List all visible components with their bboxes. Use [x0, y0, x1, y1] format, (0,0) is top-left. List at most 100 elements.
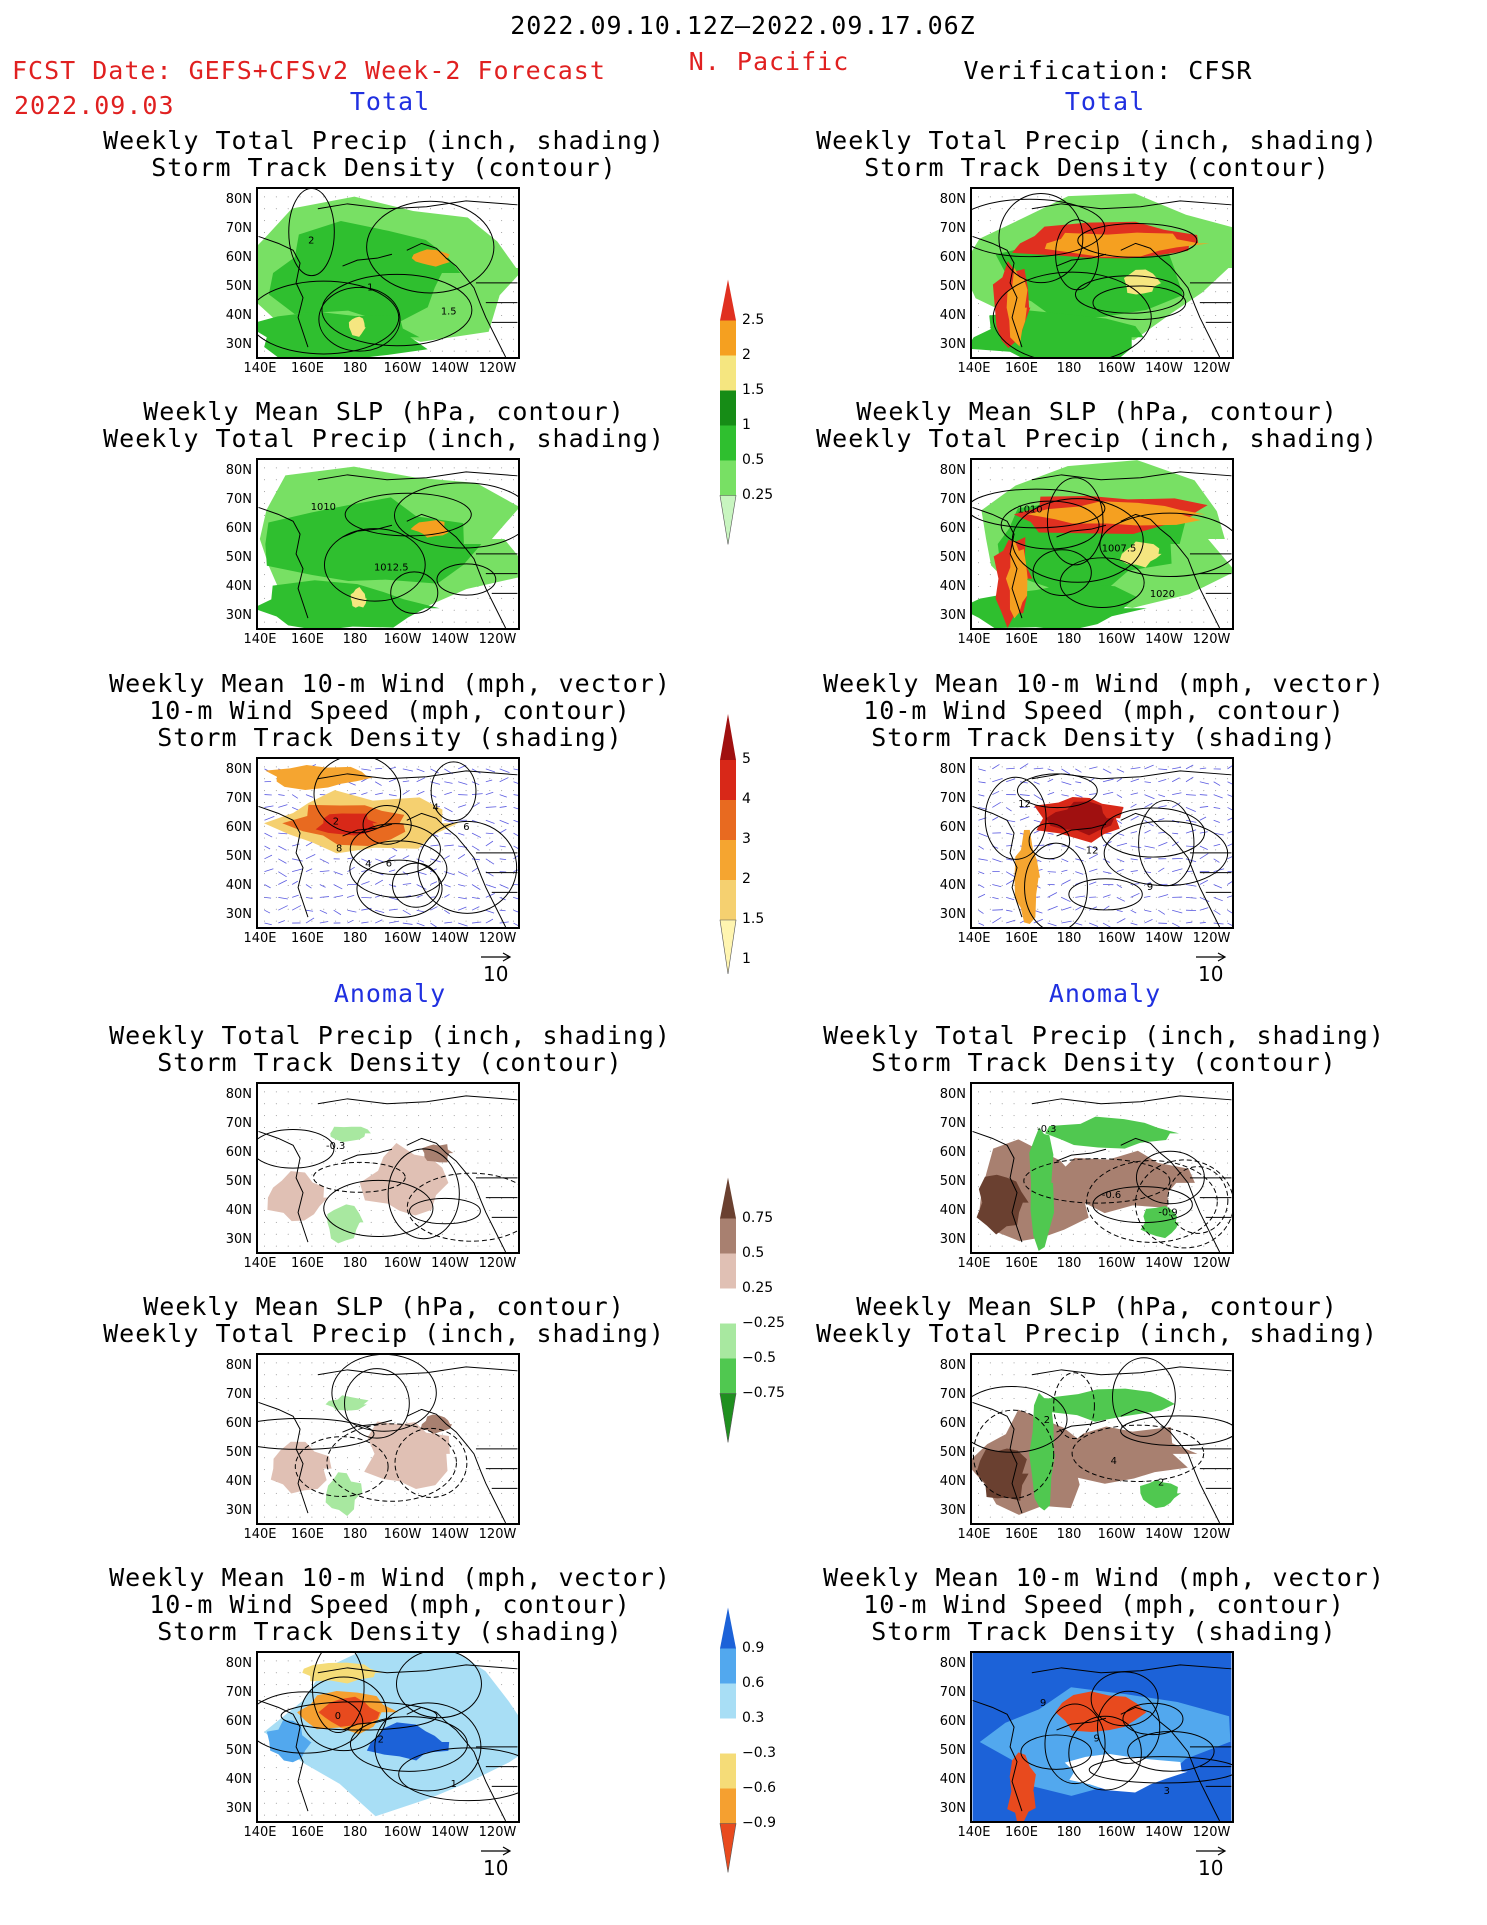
lon-label: 160E	[290, 1825, 325, 1840]
vector-ref-fc-anom: 10	[481, 1846, 512, 1880]
lon-label: 160E	[290, 931, 325, 946]
lat-label: 80N	[939, 192, 966, 207]
lon-label: 140W	[431, 1256, 469, 1271]
lon-label: 140W	[431, 632, 469, 647]
colorbar-tick-label: −0.6	[742, 1779, 776, 1796]
lon-label: 120W	[478, 361, 517, 376]
lon-label: 180	[342, 361, 368, 376]
lon-label: 120W	[478, 1527, 517, 1542]
lat-label: 70N	[225, 791, 252, 806]
lon-label: 120W	[1192, 1825, 1231, 1840]
contour-label: 9	[1147, 882, 1153, 893]
lat-label: 60N	[939, 521, 966, 536]
lat-label: 30N	[225, 337, 252, 352]
lon-label: 120W	[1192, 1256, 1231, 1271]
contour-label: -0.3	[1037, 1124, 1056, 1135]
title-ob-total-slp: Weekly Mean SLP (hPa, contour) Weekly To…	[816, 397, 1378, 453]
contour-label: -0.3	[326, 1141, 345, 1152]
colorbar-tick-label: 0.3	[742, 1709, 765, 1726]
lon-label: 140E	[243, 632, 277, 647]
colorbar-tick-label: 4	[742, 791, 751, 807]
lat-label: 50N	[225, 1174, 252, 1189]
lat-label: 30N	[939, 1801, 966, 1816]
lon-label: 180	[1056, 1256, 1082, 1271]
lat-label: 80N	[225, 192, 252, 207]
lat-label: 60N	[225, 1714, 252, 1729]
lon-label: 160W	[1097, 1256, 1136, 1271]
vector-ref-ob-anom: 10	[1196, 1846, 1227, 1880]
lon-label: 140E	[957, 632, 991, 647]
colorbar-tick-label: −0.3	[742, 1744, 776, 1761]
lon-label: 140W	[431, 931, 469, 946]
contour-label: 0	[335, 1711, 341, 1722]
lat-label: 40N	[225, 878, 252, 893]
lat-label: 30N	[939, 608, 966, 623]
lon-label: 180	[342, 1825, 368, 1840]
title-fc-anom-slp: Weekly Mean SLP (hPa, contour) Weekly To…	[103, 1292, 665, 1348]
lat-label: 80N	[939, 463, 966, 478]
colorbar-tick-label: 5	[742, 751, 751, 767]
lat-label: 70N	[225, 1685, 252, 1700]
lat-label: 60N	[225, 1145, 252, 1160]
lon-label: 140E	[957, 1527, 991, 1542]
lon-label: 140W	[431, 361, 469, 376]
map-ob-anom-wind: 9 9 3	[970, 1651, 1234, 1823]
lon-label: 160E	[290, 632, 325, 647]
lon-label: 120W	[478, 1825, 517, 1840]
map-ob-anom-slp: 2 4 2	[970, 1353, 1234, 1525]
lon-label: 120W	[1192, 632, 1231, 647]
contour-label: 2	[333, 817, 339, 828]
colorbar-tick-label: 0.5	[742, 451, 765, 468]
lon-label: 140W	[431, 1527, 469, 1542]
lon-label: 160E	[290, 1256, 325, 1271]
lat-label: 60N	[939, 250, 966, 265]
contour-label: 2	[1044, 1415, 1050, 1426]
colorbar-tick-label: 1.5	[742, 911, 765, 927]
contour-label: 1.5	[441, 307, 457, 318]
lat-label: 30N	[225, 608, 252, 623]
contour-label: 3	[1164, 1786, 1170, 1797]
colorbar-anom-precip: 0.75 0.5 0.25 −0.25 −0.5 −0.75	[718, 1166, 785, 1460]
map-fc-anom-slp	[256, 1353, 520, 1525]
colorbar-total-storm: 5 4 3 2 1.5 1	[718, 700, 764, 994]
lat-label: 70N	[939, 1387, 966, 1402]
contour-label: 1020	[1150, 589, 1175, 600]
contour-label: 1010	[311, 502, 336, 513]
contour-label: 4	[365, 859, 371, 870]
lon-label: 160W	[383, 931, 422, 946]
title-fc-total-slp: Weekly Mean SLP (hPa, contour) Weekly To…	[103, 397, 665, 453]
lat-label: 50N	[225, 279, 252, 294]
contour-label: 6	[463, 822, 469, 833]
lat-label: 60N	[939, 1714, 966, 1729]
lon-label: 180	[342, 1527, 368, 1542]
lon-label: 180	[1056, 632, 1082, 647]
lon-label: 160W	[383, 632, 422, 647]
contour-label: 12	[1086, 845, 1099, 856]
colorbar-tick-label: 0.25	[742, 486, 774, 503]
lon-label: 180	[1056, 931, 1082, 946]
lat-label: 40N	[225, 1203, 252, 1218]
lat-label: 50N	[225, 1445, 252, 1460]
lon-label: 140W	[431, 1825, 469, 1840]
title-fc-anom-wind: Weekly Mean 10-m Wind (mph, vector) 10-m…	[109, 1563, 671, 1646]
lat-label: 80N	[939, 1087, 966, 1102]
lat-label: 60N	[225, 820, 252, 835]
colorbar-tick-label: 2	[742, 346, 751, 363]
lat-label: 50N	[939, 550, 966, 565]
lat-label: 30N	[939, 1503, 966, 1518]
contour-label: -0.6	[1102, 1190, 1121, 1201]
title-fc-total-wind: Weekly Mean 10-m Wind (mph, vector) 10-m…	[109, 669, 671, 752]
lon-label: 160W	[383, 1256, 422, 1271]
contour-label: 6	[386, 859, 392, 870]
title-ob-anom-slp: Weekly Mean SLP (hPa, contour) Weekly To…	[816, 1292, 1378, 1348]
lon-label: 140W	[1145, 1825, 1183, 1840]
colorbar-tick-label: 0.9	[742, 1639, 765, 1656]
lon-label: 160E	[1004, 1527, 1039, 1542]
colorbar-tick-label: −0.9	[742, 1814, 776, 1831]
lon-label: 180	[342, 1256, 368, 1271]
title-ob-anom-precip: Weekly Total Precip (inch, shading) Stor…	[823, 1021, 1385, 1077]
lon-label: 180	[342, 632, 368, 647]
lat-label: 80N	[225, 463, 252, 478]
lat-label: 50N	[939, 849, 966, 864]
lon-label: 180	[1056, 1825, 1082, 1840]
